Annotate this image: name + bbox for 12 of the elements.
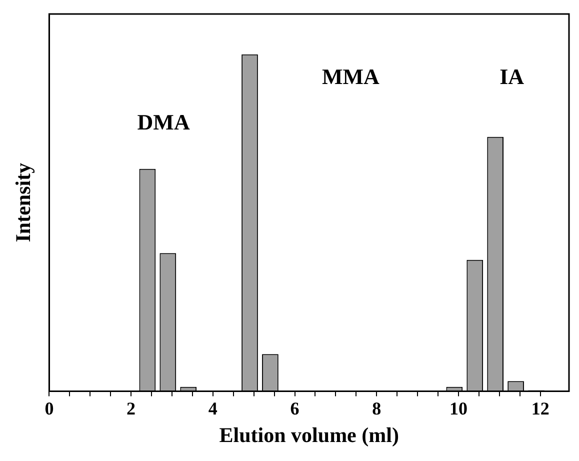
x-tick-label: 8	[372, 398, 382, 419]
annotation: MMA	[322, 64, 380, 90]
x-tick-label: 10	[449, 398, 468, 419]
y-axis-title: Intensity	[11, 162, 36, 242]
annotation: IA	[500, 64, 524, 90]
x-tick-label: 2	[126, 398, 136, 419]
x-axis-title: Elution volume (ml)	[219, 422, 399, 447]
x-tick-label: 0	[44, 398, 54, 419]
x-tick-label: 6	[290, 398, 300, 419]
x-tick-label: 4	[208, 398, 218, 419]
annotation: DMA	[137, 109, 190, 134]
x-tick-label: 12	[531, 398, 550, 419]
